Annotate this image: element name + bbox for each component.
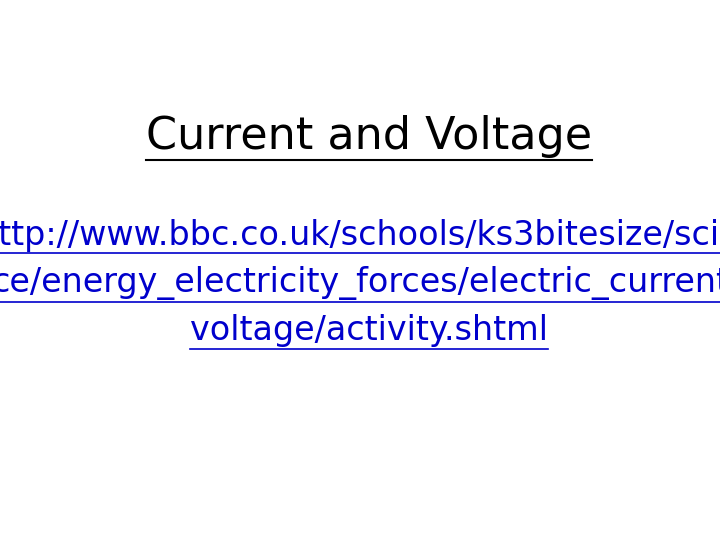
Text: Current and Voltage: Current and Voltage (146, 114, 592, 158)
Text: ce/energy_electricity_forces/electric_current_: ce/energy_electricity_forces/electric_cu… (0, 266, 720, 300)
Text: http://www.bbc.co.uk/schools/ks3bitesize/scien: http://www.bbc.co.uk/schools/ks3bitesize… (0, 219, 720, 252)
Text: voltage/activity.shtml: voltage/activity.shtml (190, 314, 548, 347)
